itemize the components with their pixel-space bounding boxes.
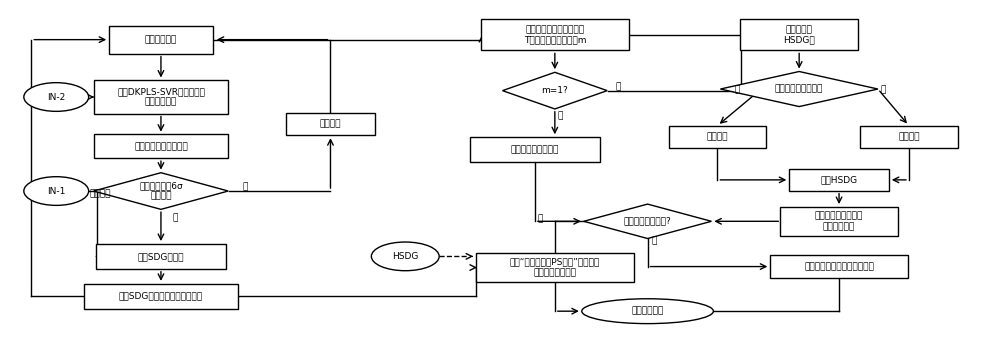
Polygon shape: [720, 71, 878, 107]
FancyBboxPatch shape: [789, 169, 889, 191]
Text: 否: 否: [881, 85, 886, 94]
FancyBboxPatch shape: [84, 284, 238, 308]
Text: 给出诊断结果: 给出诊断结果: [631, 307, 664, 316]
Text: 取各节点的
HSDG图: 取各节点的 HSDG图: [783, 25, 815, 44]
FancyBboxPatch shape: [740, 19, 858, 50]
FancyBboxPatch shape: [96, 244, 226, 269]
Text: 触发SDG逆向推理，寻找故障源: 触发SDG逆向推理，寻找故障源: [119, 292, 203, 301]
Polygon shape: [502, 72, 607, 109]
Ellipse shape: [24, 83, 89, 111]
Text: 各支路是否相容支路: 各支路是否相容支路: [775, 85, 823, 94]
Text: 确定最高层报警节点集合
T，确定报警节点个数m: 确定最高层报警节点集合 T，确定报警节点个数m: [524, 25, 586, 44]
Text: 是: 是: [173, 213, 178, 222]
Text: 否: 否: [243, 183, 248, 192]
Text: 依据“确定型变量PS模型”，计算可
能故障原因的概率: 依据“确定型变量PS模型”，计算可 能故障原因的概率: [510, 258, 600, 277]
Polygon shape: [584, 204, 711, 238]
Text: 是否待评估型变量?: 是否待评估型变量?: [624, 217, 671, 226]
Polygon shape: [94, 173, 228, 209]
FancyBboxPatch shape: [286, 113, 375, 135]
FancyBboxPatch shape: [470, 137, 600, 162]
Text: 故障征兆: 故障征兆: [89, 190, 111, 199]
Text: m=1?: m=1?: [541, 86, 568, 95]
Text: 生成各目标变量的残差: 生成各目标变量的残差: [134, 142, 188, 151]
FancyBboxPatch shape: [860, 126, 958, 148]
FancyBboxPatch shape: [780, 207, 898, 236]
Text: 数据在线采样: 数据在线采样: [145, 35, 177, 44]
Text: 下次采样: 下次采样: [320, 120, 341, 129]
Text: 否: 否: [538, 214, 543, 223]
Text: 保留支路: 保留支路: [707, 132, 728, 141]
Text: 否: 否: [616, 82, 621, 91]
FancyBboxPatch shape: [481, 19, 629, 50]
FancyBboxPatch shape: [109, 26, 213, 54]
Text: 获取SDG样本集: 获取SDG样本集: [138, 252, 184, 261]
Text: IN-1: IN-1: [47, 187, 65, 195]
FancyBboxPatch shape: [669, 126, 766, 148]
FancyBboxPatch shape: [476, 253, 634, 282]
Text: 利用DKPLS-SVR模型估计目
标变量预测值: 利用DKPLS-SVR模型估计目 标变量预测值: [117, 87, 205, 107]
Text: 是: 是: [734, 85, 740, 94]
Ellipse shape: [371, 242, 439, 271]
Text: 新的HSDG: 新的HSDG: [820, 175, 858, 184]
Ellipse shape: [582, 299, 713, 324]
FancyBboxPatch shape: [94, 80, 228, 114]
Text: 推理计算各候选故障的概率值: 推理计算各候选故障的概率值: [804, 262, 874, 271]
Text: HSDG: HSDG: [392, 252, 418, 261]
Ellipse shape: [24, 177, 89, 205]
Text: IN-2: IN-2: [47, 93, 65, 102]
Text: 是: 是: [652, 237, 657, 246]
Text: 此节点为故障源节点: 此节点为故障源节点: [511, 145, 559, 154]
Text: 得到候选故障源和可
能的相容支路: 得到候选故障源和可 能的相容支路: [815, 212, 863, 231]
FancyBboxPatch shape: [770, 255, 908, 278]
Text: 残差是否超过6σ
控制限？: 残差是否超过6σ 控制限？: [139, 181, 183, 201]
Text: 是: 是: [558, 111, 563, 120]
Text: 去掉支路: 去掉支路: [898, 132, 920, 141]
FancyBboxPatch shape: [94, 134, 228, 158]
